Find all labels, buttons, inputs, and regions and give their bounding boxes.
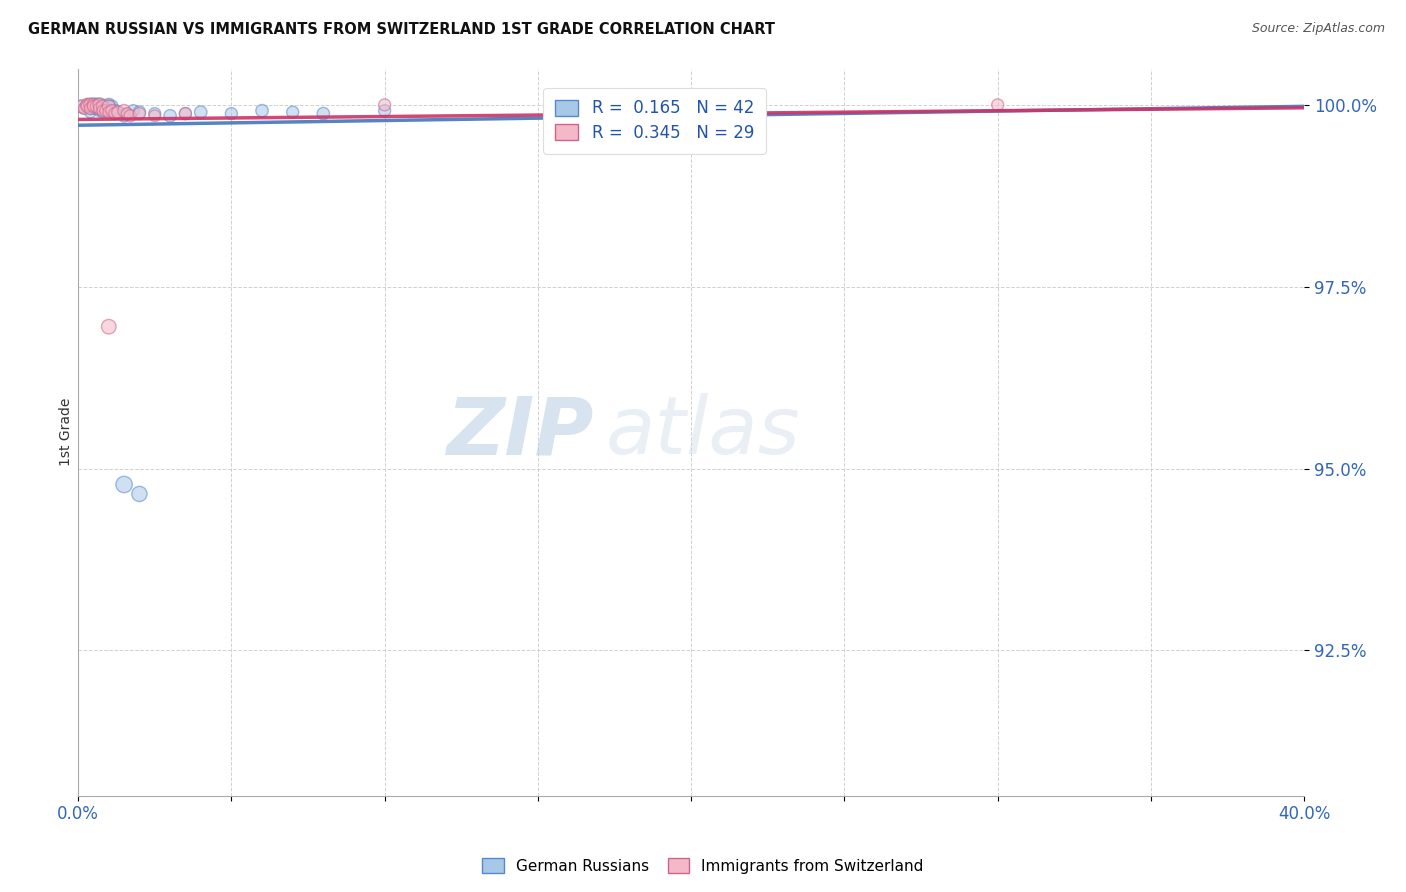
Point	[115, 106, 138, 120]
Legend: German Russians, Immigrants from Switzerland: German Russians, Immigrants from Switzer…	[477, 852, 929, 880]
Point	[97, 103, 120, 118]
Point	[76, 99, 98, 113]
Text: atlas: atlas	[606, 393, 800, 471]
Point	[76, 98, 98, 112]
Point	[374, 103, 396, 118]
Point	[159, 109, 181, 123]
Point	[115, 106, 138, 120]
Point	[91, 99, 114, 113]
Point	[97, 99, 120, 113]
Point	[97, 99, 120, 113]
Point	[101, 99, 124, 113]
Point	[987, 98, 1010, 112]
Point	[82, 99, 104, 113]
Point	[82, 102, 104, 116]
Text: GERMAN RUSSIAN VS IMMIGRANTS FROM SWITZERLAND 1ST GRADE CORRELATION CHART: GERMAN RUSSIAN VS IMMIGRANTS FROM SWITZE…	[28, 22, 775, 37]
Point	[681, 98, 703, 112]
Point	[122, 103, 145, 118]
Point	[104, 106, 127, 120]
Point	[112, 477, 135, 491]
Point	[91, 105, 114, 120]
Point	[97, 319, 120, 334]
Y-axis label: 1st Grade: 1st Grade	[59, 398, 73, 467]
Point	[107, 105, 129, 120]
Point	[104, 103, 127, 118]
Text: ZIP: ZIP	[446, 393, 593, 471]
Point	[250, 103, 273, 118]
Point	[82, 98, 104, 112]
Point	[79, 102, 101, 116]
Point	[143, 109, 166, 123]
Point	[112, 103, 135, 118]
Point	[312, 106, 335, 120]
Text: Source: ZipAtlas.com: Source: ZipAtlas.com	[1251, 22, 1385, 36]
Point	[76, 98, 98, 112]
Point	[281, 105, 304, 120]
Point	[143, 106, 166, 120]
Point	[86, 99, 108, 113]
Point	[89, 103, 111, 118]
Point	[79, 98, 101, 112]
Point	[97, 98, 120, 112]
Point	[86, 99, 108, 113]
Point	[76, 99, 98, 113]
Point	[174, 106, 197, 120]
Point	[91, 103, 114, 118]
Point	[128, 487, 150, 501]
Point	[190, 105, 212, 120]
Point	[79, 102, 101, 116]
Point	[120, 109, 142, 123]
Point	[82, 98, 104, 112]
Legend: R =  0.165   N = 42, R =  0.345   N = 29: R = 0.165 N = 42, R = 0.345 N = 29	[543, 87, 766, 153]
Point	[374, 98, 396, 112]
Point	[70, 99, 93, 113]
Point	[89, 102, 111, 116]
Point	[89, 98, 111, 112]
Point	[128, 106, 150, 120]
Point	[73, 102, 96, 116]
Point	[94, 102, 117, 116]
Point	[221, 106, 243, 120]
Point	[97, 105, 120, 120]
Point	[107, 105, 129, 120]
Point	[174, 106, 197, 120]
Point	[104, 106, 127, 120]
Point	[91, 99, 114, 113]
Point	[73, 102, 96, 116]
Point	[82, 99, 104, 113]
Point	[70, 99, 93, 113]
Point	[101, 103, 124, 118]
Point	[89, 99, 111, 113]
Point	[128, 105, 150, 120]
Point	[79, 105, 101, 120]
Point	[94, 99, 117, 113]
Point	[86, 98, 108, 112]
Point	[79, 98, 101, 112]
Point	[89, 98, 111, 112]
Point	[112, 109, 135, 123]
Point	[94, 103, 117, 118]
Point	[86, 102, 108, 116]
